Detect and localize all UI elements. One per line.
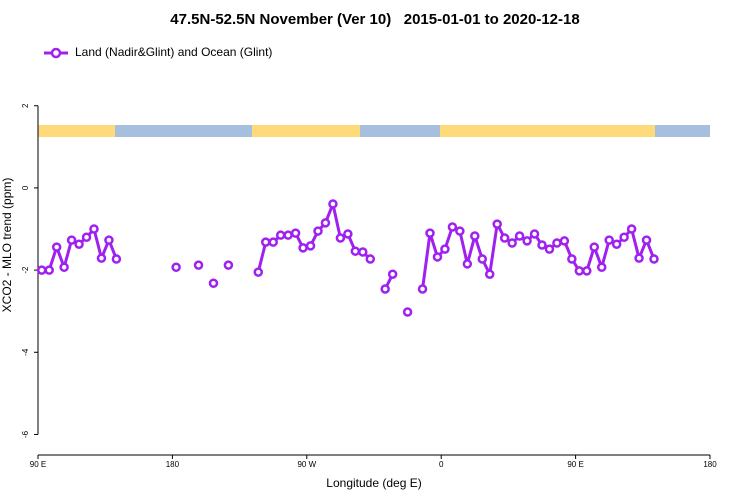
x-tick-label: 90 E — [567, 460, 583, 469]
data-point — [552, 238, 562, 248]
data-point — [522, 236, 532, 246]
data-point — [470, 231, 480, 241]
data-point — [484, 269, 495, 279]
data-point — [402, 307, 413, 317]
data-point — [514, 231, 525, 241]
chart-title: 47.5N-52.5N November (Ver 10) 2015-01-01… — [170, 11, 579, 28]
data-point — [208, 278, 219, 288]
data-point — [298, 243, 308, 253]
y-tick-label: 0 — [21, 185, 30, 190]
data-point — [492, 219, 502, 229]
y-tick-label: -2 — [21, 266, 30, 274]
data-point — [544, 244, 555, 254]
land-ocean-mask — [38, 125, 710, 137]
data-point — [260, 237, 271, 247]
data-point — [74, 239, 84, 249]
data-point — [305, 241, 316, 251]
y-axis-label: XCO2 - MLO trend (ppm) — [0, 178, 14, 313]
data-point — [537, 240, 547, 250]
data-point — [634, 253, 644, 263]
data-point — [171, 262, 181, 272]
data-point — [365, 254, 376, 264]
data-point — [477, 254, 488, 264]
data-point — [499, 233, 510, 243]
data-point — [641, 235, 652, 245]
x-tick-label: 90 W — [297, 460, 316, 469]
data-point — [649, 254, 659, 264]
data-point — [96, 253, 107, 263]
x-tick-label: 90 E — [30, 460, 46, 469]
data-point — [604, 235, 614, 245]
data-point — [358, 247, 368, 257]
data-point — [51, 242, 62, 252]
data-point — [432, 252, 443, 262]
data-point — [611, 239, 622, 249]
data-point — [89, 224, 99, 234]
data-point — [350, 246, 361, 256]
data-point — [507, 238, 517, 248]
data-point — [582, 266, 592, 276]
data-point — [387, 269, 398, 279]
data-point — [619, 232, 629, 242]
data-point — [626, 224, 637, 234]
data-point — [343, 229, 353, 239]
data-point — [313, 226, 323, 236]
data-point — [335, 233, 346, 243]
data-point — [462, 259, 473, 269]
data-point — [589, 242, 600, 252]
data-point — [290, 228, 301, 238]
y-tick-label: -4 — [21, 348, 30, 356]
x-tick-label: 180 — [166, 460, 180, 469]
data-point — [81, 232, 92, 242]
data-point — [66, 235, 77, 245]
data-point — [253, 267, 264, 277]
data-point — [104, 235, 114, 245]
y-tick-label: 2 — [21, 103, 30, 108]
legend-marker — [50, 47, 62, 59]
data-point — [283, 230, 293, 240]
x-tick-label: 0 — [439, 460, 444, 469]
data-point — [320, 218, 331, 228]
data-point — [111, 254, 122, 264]
data-point — [193, 260, 204, 270]
data-point — [440, 244, 450, 254]
data-point — [567, 254, 577, 264]
x-axis-label: Longitude (deg E) — [326, 476, 421, 490]
data-point — [529, 229, 540, 239]
y-tick-label: -6 — [21, 430, 30, 438]
legend-label: Land (Nadir&Glint) and Ocean (Glint) — [75, 45, 272, 59]
data-point — [417, 284, 428, 294]
data-point — [223, 260, 234, 270]
data-point — [380, 284, 390, 294]
series-line — [256, 202, 372, 273]
x-tick-label: 180 — [703, 460, 717, 469]
data-point — [559, 236, 570, 246]
data-point — [328, 199, 338, 209]
data-point — [275, 230, 286, 240]
data-point — [425, 228, 435, 238]
data-point — [455, 226, 465, 236]
data-point — [574, 266, 585, 276]
data-point — [447, 222, 458, 232]
data-point — [44, 265, 54, 275]
data-point — [36, 265, 47, 275]
data-point — [596, 262, 607, 272]
data-point — [268, 237, 278, 247]
data-point — [59, 262, 69, 272]
